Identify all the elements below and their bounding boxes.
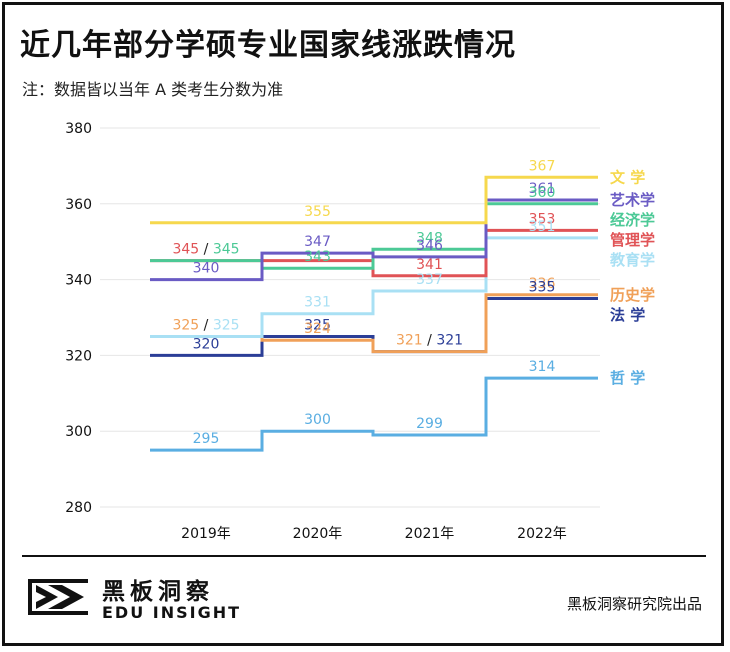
y-tick-label: 320 — [65, 348, 92, 364]
data-label: 295 — [193, 431, 220, 447]
data-label: 314 — [529, 359, 556, 375]
data-label: 324 — [304, 321, 331, 337]
data-label: 341 — [416, 257, 443, 273]
legend-label: 文 学 — [610, 168, 645, 186]
chart-subtitle: 注：数据皆以当年 A 类考生分数为准 — [22, 80, 284, 99]
data-label: 336 — [529, 276, 556, 292]
data-label: 320 — [193, 336, 220, 352]
legend-label: 哲 学 — [610, 369, 645, 387]
data-label: 321 / 321 — [396, 333, 463, 349]
data-label: 325 — [304, 317, 331, 333]
data-label: 367 — [529, 158, 556, 174]
data-label: 346 — [416, 238, 443, 254]
data-label: 331 — [304, 295, 331, 311]
chart-title: 近几年部分学硕专业国家线涨跌情况 — [20, 28, 516, 63]
data-label: 351 — [529, 219, 556, 235]
legend-label: 经济学 — [610, 211, 655, 229]
data-label: 353 — [529, 211, 556, 227]
series-line — [150, 376, 598, 452]
x-tick-label: 2021年 — [405, 526, 455, 542]
data-label: 348 — [416, 230, 443, 246]
data-label: 360 — [529, 185, 556, 201]
data-label: 355 — [304, 204, 331, 220]
data-label: 300 — [304, 412, 331, 428]
y-tick-label: 340 — [65, 273, 92, 289]
footer-divider — [22, 555, 706, 557]
data-label: 361 — [529, 181, 556, 197]
y-tick-label: 300 — [65, 424, 92, 440]
series-line — [150, 175, 598, 225]
data-label: 335 — [529, 280, 556, 296]
edu-insight-logo-icon — [28, 579, 88, 615]
x-tick-label: 2020年 — [293, 526, 343, 542]
data-label: 325 / 325 — [172, 317, 239, 333]
data-label: 340 — [193, 261, 220, 277]
y-tick-label: 380 — [65, 121, 92, 137]
x-tick-label: 2019年 — [181, 526, 231, 542]
source-credit: 黑板洞察研究院出品 — [566, 595, 702, 613]
brand-name-english: EDU INSIGHT — [102, 603, 242, 622]
x-tick-label: 2022年 — [517, 526, 567, 542]
data-label: 343 — [304, 249, 331, 265]
data-label: 337 — [416, 272, 443, 288]
legend-label: 法 学 — [610, 306, 645, 324]
y-tick-label: 280 — [65, 500, 92, 516]
y-tick-label: 360 — [65, 197, 92, 213]
legend-label: 历史学 — [610, 286, 655, 304]
step-line-chart: 280 300 320 340 360 380 2019年 2020年 2021年 2022年 文 … — [65, 121, 655, 542]
chart-frame — [2, 2, 724, 646]
data-label: 299 — [416, 416, 443, 432]
brand-name: 黑板洞察 — [102, 579, 214, 605]
legend-label: 管理学 — [610, 231, 655, 249]
data-label: 347 — [304, 234, 331, 250]
legend-label: 教育学 — [609, 251, 655, 269]
data-label: 345 / 345 — [172, 242, 239, 258]
legend-label: 艺术学 — [610, 191, 655, 209]
